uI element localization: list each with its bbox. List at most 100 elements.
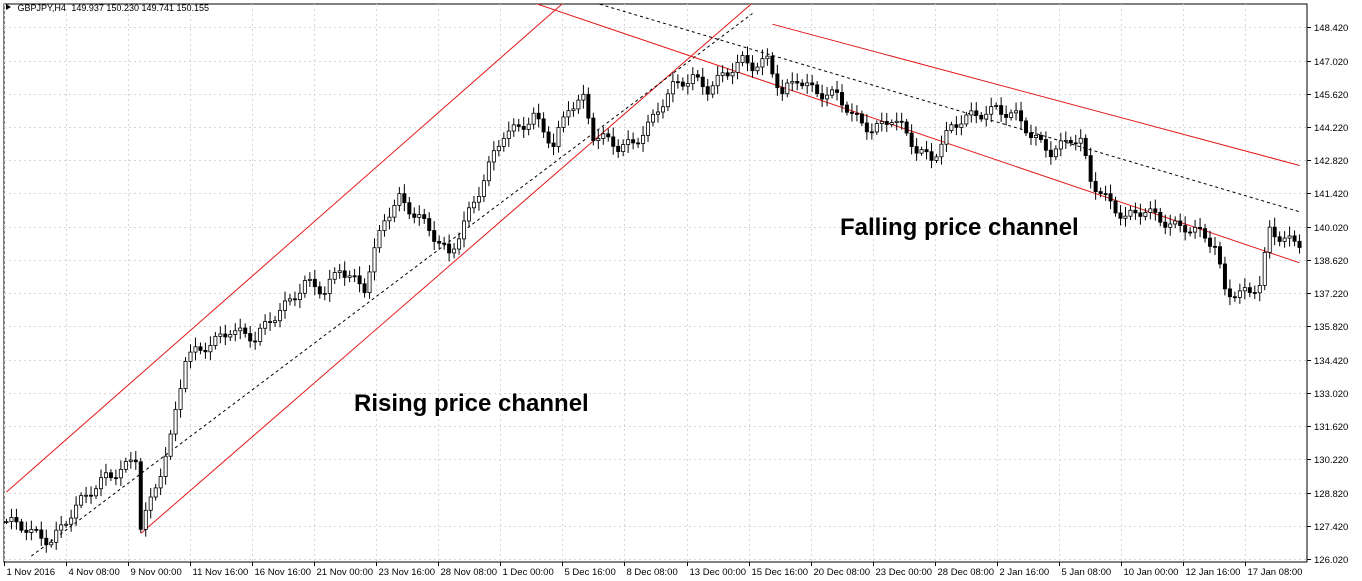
candle-body	[238, 327, 243, 332]
candle-body	[675, 81, 680, 84]
candle-body	[889, 122, 894, 125]
candle-body	[705, 86, 710, 95]
candle-body	[1108, 193, 1113, 202]
candle-body	[974, 110, 979, 116]
candle-body	[84, 494, 89, 497]
plot-frame	[3, 3, 1308, 563]
candle-body	[989, 106, 994, 115]
candle-body	[263, 321, 268, 329]
candle-body	[1237, 290, 1242, 298]
candle-body	[641, 134, 646, 144]
candle-body	[715, 74, 720, 87]
candle-body	[805, 82, 810, 87]
candle-body	[74, 504, 79, 519]
x-tick-label: 17 Jan 08:00	[1248, 567, 1303, 578]
y-tick-label: 126.020	[1314, 555, 1348, 566]
y-tick-label: 137.220	[1314, 289, 1348, 300]
candle-body	[103, 472, 108, 479]
candle-body	[1198, 226, 1203, 230]
candle-body	[909, 132, 914, 147]
candle-body	[924, 149, 929, 153]
channel-lower-line	[140, 4, 752, 534]
candle-body	[1143, 212, 1148, 217]
candle-body	[541, 118, 546, 133]
expand-arrow-icon[interactable]	[6, 4, 11, 10]
candle-body	[347, 275, 352, 278]
candle-body	[969, 110, 974, 116]
candle-body	[1193, 226, 1198, 233]
candle-body	[148, 496, 153, 511]
candle-body	[218, 333, 223, 337]
candle-body	[158, 476, 163, 489]
candle-body	[581, 93, 586, 101]
candle-body	[1083, 137, 1088, 157]
candle-body	[665, 93, 670, 108]
candle-body	[312, 278, 317, 288]
x-tick-label: 1 Nov 2016	[7, 567, 56, 578]
channel-median-line	[597, 4, 1300, 213]
candle-body	[422, 214, 427, 219]
channel-lower-line	[535, 4, 1300, 264]
candle-body	[452, 248, 457, 254]
candle-body	[765, 55, 770, 60]
candle-body	[282, 300, 287, 311]
candle-body	[760, 58, 765, 68]
candle-body	[710, 85, 715, 95]
candle-body	[606, 133, 611, 138]
candle-body	[1078, 137, 1083, 144]
x-tick-label: 12 Jan 16:00	[1186, 567, 1241, 578]
candle-body	[1292, 235, 1297, 242]
candle-body	[531, 112, 536, 125]
y-tick-label: 127.420	[1314, 522, 1348, 533]
candle-body	[1222, 263, 1227, 290]
candle-body	[292, 298, 297, 301]
y-tick-label: 141.420	[1314, 189, 1348, 200]
candle-body	[69, 517, 74, 525]
candle-body	[357, 275, 362, 285]
x-tick-label: 2 Jan 16:00	[1000, 567, 1050, 578]
x-tick-label: 4 Nov 08:00	[69, 567, 120, 578]
y-tick-label: 135.820	[1314, 322, 1348, 333]
candle-body	[307, 278, 312, 281]
channel-upper-line	[6, 4, 563, 493]
candle-body	[1043, 139, 1048, 151]
candle-body	[830, 89, 835, 96]
candle-body	[372, 247, 377, 273]
candle-body	[546, 131, 551, 144]
candle-body	[621, 144, 626, 152]
y-tick-label: 140.020	[1314, 223, 1348, 234]
candle-body	[1163, 221, 1168, 228]
candle-body	[775, 73, 780, 89]
candle-body	[616, 145, 621, 152]
candle-body	[1033, 134, 1038, 138]
candle-body	[844, 104, 849, 113]
candle-body	[491, 150, 496, 163]
candle-body	[815, 84, 820, 95]
candle-body	[123, 460, 128, 470]
candle-body	[964, 114, 969, 125]
candle-body	[685, 83, 690, 87]
candle-body	[1282, 237, 1287, 242]
candle-body	[1242, 287, 1247, 292]
candle-body	[287, 298, 292, 302]
candle-body	[14, 517, 19, 523]
candle-body	[481, 180, 486, 197]
rising-channel-label: Rising price channel	[354, 390, 589, 417]
y-tick-label: 128.820	[1314, 489, 1348, 500]
candle-body	[1088, 155, 1093, 182]
candle-body	[939, 143, 944, 158]
candle-body	[1004, 114, 1009, 118]
candle-body	[322, 293, 327, 295]
candle-body	[1063, 140, 1068, 142]
candle-body	[651, 113, 656, 123]
candle-body	[601, 133, 606, 139]
candle-body	[551, 142, 556, 147]
falling-channel-label: Falling price channel	[840, 214, 1079, 241]
candle-body	[1262, 251, 1267, 286]
candle-body	[1188, 231, 1193, 234]
candle-body	[864, 122, 869, 133]
chart-header: GBPJPY,H4 149.937 150.230 149.741 150.15…	[6, 3, 209, 13]
candle-body	[730, 71, 735, 77]
